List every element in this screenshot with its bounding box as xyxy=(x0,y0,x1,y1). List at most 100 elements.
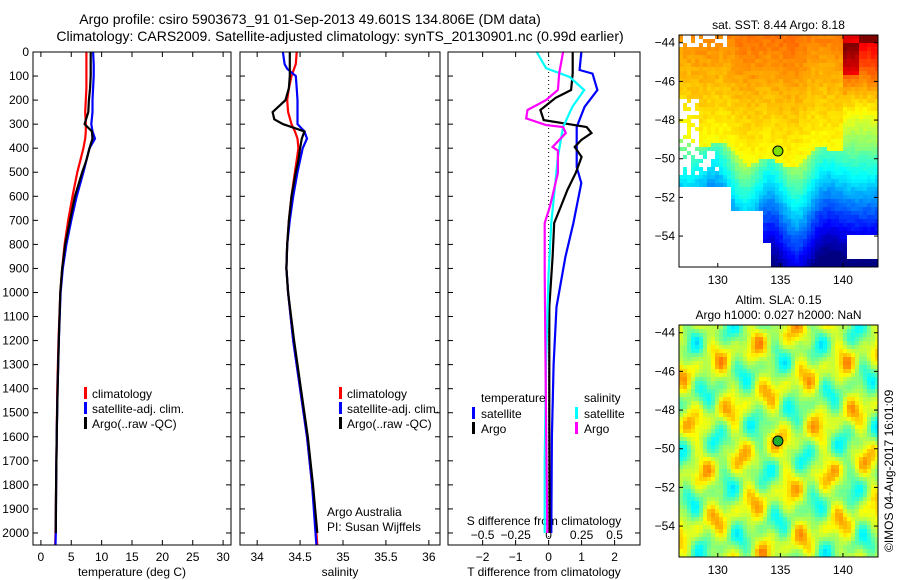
map-pixel xyxy=(791,401,795,405)
map-pixel xyxy=(787,83,791,87)
map-pixel xyxy=(763,389,767,393)
map-pixel xyxy=(715,63,719,67)
map-pixel xyxy=(759,529,763,533)
lat-tick-label: −46 xyxy=(655,74,676,88)
map-pixel xyxy=(715,533,719,537)
map-pixel xyxy=(679,549,683,553)
map-pixel xyxy=(743,541,747,545)
map-pixel xyxy=(827,63,831,67)
map-pixel xyxy=(843,47,847,51)
map-pixel xyxy=(715,203,719,207)
map-pixel xyxy=(839,159,843,163)
map-pixel xyxy=(791,87,795,91)
map-pixel xyxy=(751,477,755,481)
map-pixel xyxy=(799,95,803,99)
x-tick-label: 34 xyxy=(250,550,264,564)
map-pixel xyxy=(791,227,795,231)
map-pixel xyxy=(771,477,775,481)
map-pixel xyxy=(823,175,827,179)
map-pixel xyxy=(779,83,783,87)
map-pixel xyxy=(679,207,683,211)
map-pixel xyxy=(731,259,735,263)
map-pixel xyxy=(707,545,711,549)
map-pixel xyxy=(739,155,743,159)
map-pixel xyxy=(747,55,751,59)
map-pixel xyxy=(787,215,791,219)
map-pixel xyxy=(767,227,771,231)
map-pixel xyxy=(779,187,783,191)
map-pixel xyxy=(771,369,775,373)
map-pixel xyxy=(735,497,739,501)
map-pixel xyxy=(791,183,795,187)
map-pixel xyxy=(747,393,751,397)
map-pixel xyxy=(719,155,723,159)
map-pixel xyxy=(731,469,735,473)
map-pixel xyxy=(735,159,739,163)
map-pixel xyxy=(875,227,878,231)
map-pixel xyxy=(699,171,703,175)
map-pixel xyxy=(767,215,771,219)
map-pixel xyxy=(743,99,747,103)
map-pixel xyxy=(691,219,695,223)
map-pixel xyxy=(831,191,835,195)
map-pixel xyxy=(835,79,839,83)
map-pixel xyxy=(767,369,771,373)
map-pixel xyxy=(823,115,827,119)
map-pixel xyxy=(847,139,851,143)
map-pixel xyxy=(779,103,783,107)
map-pixel xyxy=(859,147,863,151)
map-pixel xyxy=(831,243,835,247)
map-pixel xyxy=(703,35,707,39)
map-pixel xyxy=(715,453,719,457)
map-pixel xyxy=(731,513,735,517)
series-line-t-argo xyxy=(539,52,594,534)
map-pixel xyxy=(751,259,755,263)
map-pixel xyxy=(751,143,755,147)
map-pixel xyxy=(715,135,719,139)
map-pixel xyxy=(791,445,795,449)
map-pixel xyxy=(731,39,735,43)
map-pixel xyxy=(691,413,695,417)
map-pixel xyxy=(703,461,707,465)
map-pixel xyxy=(691,151,695,155)
map-pixel xyxy=(759,159,763,163)
map-pixel xyxy=(791,159,795,163)
map-pixel xyxy=(847,183,851,187)
map-pixel xyxy=(687,99,691,103)
map-pixel xyxy=(843,171,847,175)
map-pixel xyxy=(683,175,687,179)
map-pixel xyxy=(751,385,755,389)
map-pixel xyxy=(787,255,791,259)
map-pixel xyxy=(863,143,867,147)
map-pixel xyxy=(695,235,699,239)
map-pixel xyxy=(719,131,723,135)
map-pixel xyxy=(711,445,715,449)
map-pixel xyxy=(687,405,691,409)
map-pixel xyxy=(691,477,695,481)
map-pixel xyxy=(771,501,775,505)
map-pixel xyxy=(743,91,747,95)
map-pixel xyxy=(787,409,791,413)
map-pixel xyxy=(683,489,687,493)
map-pixel xyxy=(795,95,799,99)
map-pixel xyxy=(759,517,763,521)
map-pixel xyxy=(687,207,691,211)
map-pixel xyxy=(683,43,687,47)
map-pixel xyxy=(755,433,759,437)
map-pixel xyxy=(763,211,767,215)
map-pixel xyxy=(727,529,731,533)
map-pixel xyxy=(779,219,783,223)
map-pixel xyxy=(771,505,775,509)
map-pixel xyxy=(691,199,695,203)
map-pixel xyxy=(847,95,851,99)
map-pixel xyxy=(691,329,695,333)
map-pixel xyxy=(875,139,878,143)
map-pixel xyxy=(687,55,691,59)
map-pixel xyxy=(755,79,759,83)
map-pixel xyxy=(783,159,787,163)
map-pixel xyxy=(703,377,707,381)
map-pixel xyxy=(747,195,751,199)
map-pixel xyxy=(679,75,683,79)
map-pixel xyxy=(695,159,699,163)
map-pixel xyxy=(767,247,771,251)
